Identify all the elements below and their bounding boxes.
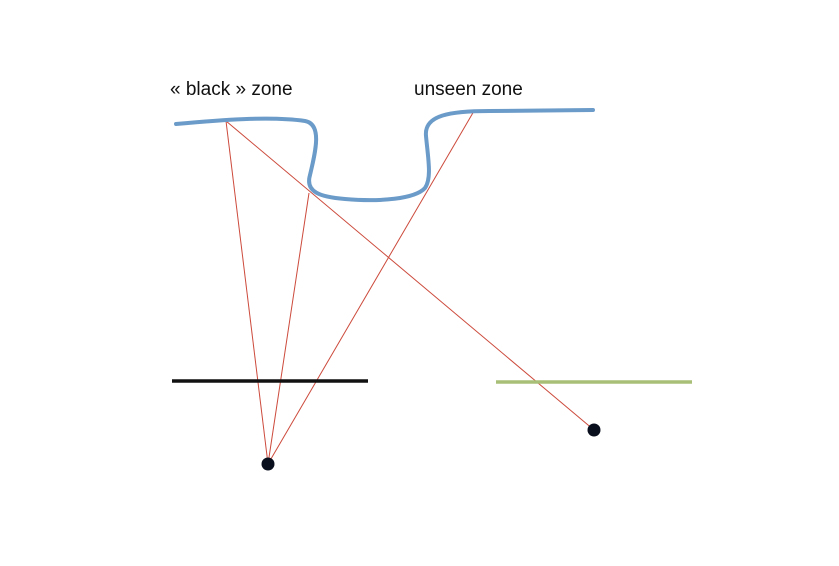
black-zone-label: « black » zone xyxy=(170,79,293,100)
surface-curve xyxy=(174,108,595,203)
rays xyxy=(225,110,595,465)
left-camera-point xyxy=(261,457,275,471)
ray-right-camera-to-black-zone xyxy=(225,120,595,431)
ray-left-camera-to-unseen-zone xyxy=(267,110,475,465)
right-camera-point xyxy=(587,423,601,437)
ray-left-camera-to-trench-left xyxy=(267,192,310,465)
unseen-zone-label: unseen zone xyxy=(414,79,523,100)
ray-left-camera-to-black-zone xyxy=(225,120,269,465)
